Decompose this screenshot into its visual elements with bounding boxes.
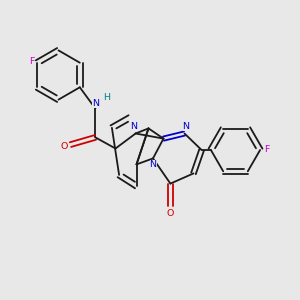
Text: N: N xyxy=(130,122,138,131)
Text: N: N xyxy=(149,160,157,169)
Text: H: H xyxy=(103,93,110,102)
Text: O: O xyxy=(167,208,174,217)
Text: N: N xyxy=(182,122,190,131)
Text: N: N xyxy=(92,99,99,108)
Text: O: O xyxy=(60,142,68,151)
Text: F: F xyxy=(29,57,34,66)
Text: F: F xyxy=(264,146,269,154)
